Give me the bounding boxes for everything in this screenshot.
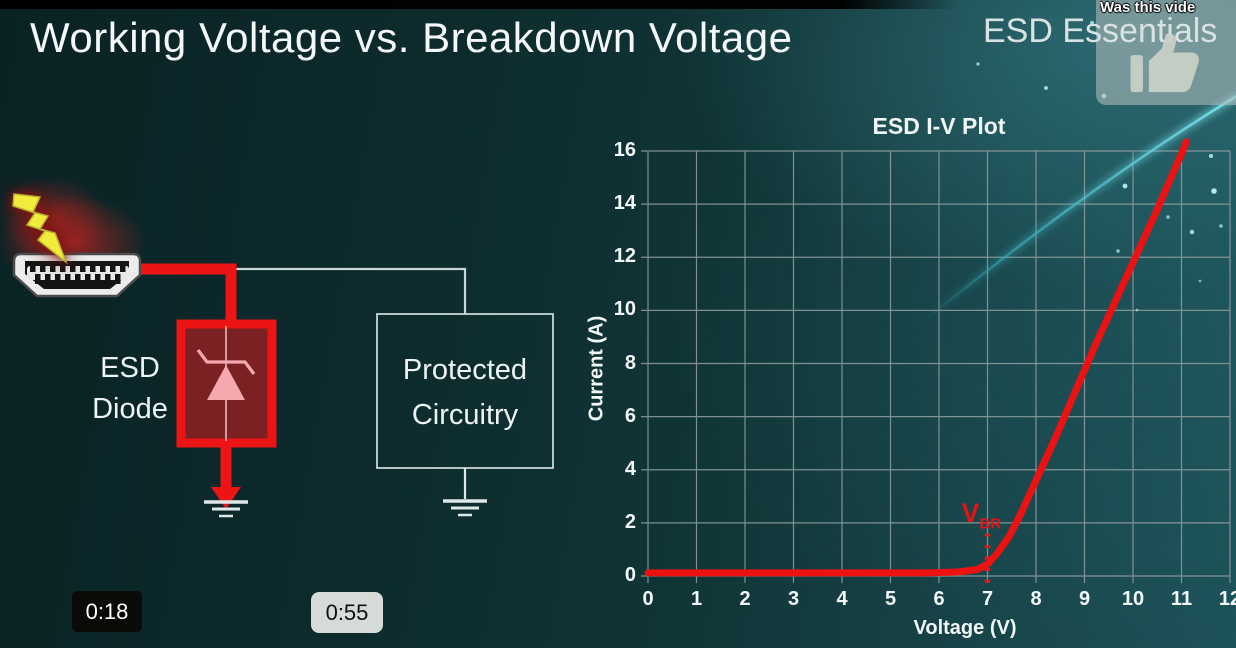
x-tick-label: 0 [642, 588, 654, 610]
y-tick-label: 10 [613, 298, 636, 321]
breakdown-voltage-annotation: VBR [961, 497, 1002, 533]
x-tick-label: 7 [981, 588, 994, 610]
x-tick-label: 10 [1121, 588, 1145, 610]
tvs-diode-symbol-icon [196, 349, 256, 400]
surge-wire [133, 263, 237, 324]
y-tick-label: 2 [624, 510, 636, 533]
poll-question-text: Was this vide [1100, 0, 1196, 16]
lightning-bolt-icon [12, 193, 68, 265]
x-axis-label: Voltage (V) [913, 617, 1017, 639]
y-tick-label: 8 [624, 351, 636, 374]
signal-wire [231, 267, 467, 314]
ground-symbol-icon [204, 500, 248, 518]
ground-symbol-icon [443, 468, 487, 517]
y-tick-label: 4 [624, 457, 636, 480]
protected-circuitry-label: Protected Circuitry [402, 354, 528, 431]
chart-title: ESD I-V Plot [872, 113, 1006, 139]
x-tick-label: 2 [739, 588, 751, 610]
y-tick-label: 16 [613, 139, 636, 161]
thumbs-up-icon[interactable] [1127, 30, 1205, 98]
y-tick-label: 14 [613, 192, 636, 215]
esd-diode-label: ESD Diode [92, 352, 168, 425]
time-chip-current: 0:18 [72, 591, 142, 632]
esd-diode-box [176, 319, 277, 448]
slide-title: Working Voltage vs. Breakdown Voltage [30, 14, 793, 61]
hdmi-connector-icon [12, 252, 142, 298]
x-tick-label: 4 [836, 588, 848, 610]
y-tick-label: 6 [624, 404, 636, 427]
letterbox-bar [0, 0, 958, 9]
time-chip-duration: 0:55 [311, 592, 383, 633]
channel-watermark: ESD Essentials [983, 12, 1218, 50]
x-tick-label: 5 [884, 588, 897, 610]
y-tick-label: 12 [613, 245, 636, 268]
x-tick-label: 9 [1078, 588, 1091, 610]
x-tick-label: 12 [1218, 588, 1236, 610]
x-tick-label: 11 [1170, 588, 1193, 610]
y-tick-label: 0 [624, 564, 636, 586]
x-tick-label: 3 [787, 588, 800, 610]
surge-to-ground-arrow [211, 443, 241, 509]
x-tick-label: 1 [690, 588, 703, 610]
x-tick-label: 6 [933, 588, 945, 610]
x-tick-label: 8 [1030, 588, 1042, 610]
